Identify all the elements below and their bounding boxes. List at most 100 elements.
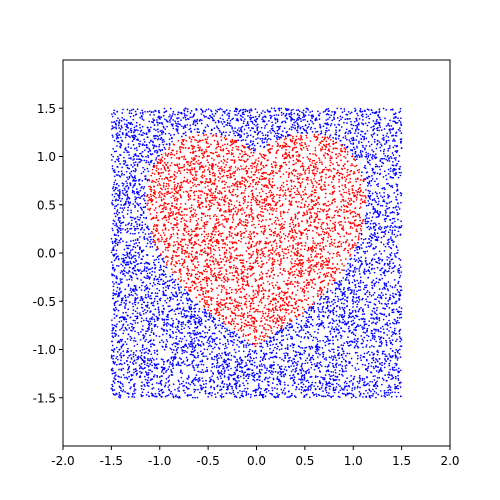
scatter-point-outside: [230, 125, 232, 127]
scatter-point-inside: [342, 195, 344, 198]
scatter-point-outside: [176, 130, 179, 133]
scatter-point-outside: [392, 134, 394, 137]
scatter-point-outside: [345, 370, 347, 372]
scatter-point-outside: [197, 388, 199, 391]
scatter-point-inside: [350, 164, 352, 167]
scatter-point-outside: [153, 300, 156, 303]
scatter-point-outside: [175, 349, 178, 352]
scatter-point-inside: [219, 177, 221, 180]
scatter-point-inside: [275, 140, 277, 143]
scatter-point-outside: [381, 288, 384, 290]
scatter-point-outside: [178, 364, 180, 367]
scatter-point-outside: [277, 345, 279, 348]
scatter-point-outside: [371, 334, 374, 337]
scatter-point-inside: [276, 317, 279, 320]
scatter-point-inside: [157, 171, 160, 174]
scatter-point-inside: [268, 259, 270, 261]
scatter-point-outside: [167, 287, 170, 290]
scatter-point-inside: [237, 278, 240, 281]
scatter-point-outside: [174, 279, 177, 281]
scatter-point-outside: [276, 134, 278, 137]
scatter-point-inside: [310, 164, 312, 167]
scatter-point-inside: [245, 160, 247, 163]
scatter-point-outside: [119, 231, 122, 234]
scatter-point-outside: [111, 249, 114, 251]
scatter-point-outside: [345, 270, 348, 272]
scatter-point-outside: [357, 122, 360, 125]
scatter-point-inside: [228, 247, 231, 249]
scatter-point-outside: [156, 318, 159, 320]
scatter-point-outside: [351, 389, 354, 392]
scatter-point-outside: [337, 298, 340, 300]
scatter-point-outside: [319, 132, 322, 135]
scatter-point-inside: [293, 226, 295, 228]
scatter-point-inside: [184, 147, 187, 149]
scatter-point-outside: [398, 276, 401, 279]
scatter-point-inside: [301, 162, 304, 165]
scatter-point-inside: [180, 195, 182, 198]
scatter-point-outside: [273, 387, 276, 389]
scatter-point-outside: [372, 365, 375, 368]
scatter-point-inside: [275, 202, 278, 204]
scatter-point-outside: [376, 232, 379, 235]
scatter-point-inside: [351, 163, 353, 165]
scatter-point-outside: [353, 148, 356, 151]
scatter-point-outside: [142, 312, 145, 315]
scatter-point-outside: [302, 383, 305, 386]
scatter-point-outside: [276, 347, 278, 350]
scatter-point-outside: [127, 347, 129, 350]
scatter-point-outside: [385, 178, 388, 181]
scatter-point-outside: [171, 351, 174, 354]
scatter-point-outside: [249, 343, 251, 346]
scatter-point-inside: [266, 195, 268, 198]
scatter-point-inside: [227, 322, 230, 324]
scatter-point-outside: [127, 200, 130, 203]
scatter-point-inside: [235, 300, 237, 303]
scatter-point-inside: [217, 314, 220, 317]
scatter-point-outside: [124, 341, 127, 343]
scatter-point-outside: [296, 118, 299, 120]
scatter-point-inside: [303, 248, 306, 251]
scatter-point-outside: [194, 389, 197, 391]
scatter-point-outside: [354, 271, 357, 273]
scatter-point-outside: [238, 340, 241, 343]
scatter-point-outside: [165, 323, 167, 325]
scatter-point-inside: [203, 169, 206, 171]
scatter-point-inside: [240, 159, 243, 161]
scatter-point-inside: [292, 180, 295, 183]
scatter-point-outside: [230, 354, 233, 357]
scatter-point-outside: [354, 351, 357, 354]
scatter-point-inside: [324, 185, 326, 188]
scatter-point-inside: [307, 303, 310, 306]
scatter-point-inside: [212, 273, 215, 276]
scatter-point-outside: [146, 136, 149, 138]
scatter-point-inside: [233, 257, 236, 259]
scatter-point-outside: [399, 356, 402, 359]
scatter-point-outside: [117, 157, 120, 160]
scatter-point-outside: [370, 332, 373, 335]
scatter-point-outside: [305, 394, 307, 396]
scatter-point-inside: [205, 277, 208, 280]
scatter-point-outside: [368, 228, 371, 231]
scatter-point-outside: [229, 119, 232, 122]
scatter-point-inside: [295, 162, 297, 164]
scatter-point-inside: [199, 203, 201, 206]
scatter-point-outside: [135, 121, 138, 124]
scatter-point-outside: [218, 319, 221, 322]
scatter-point-inside: [308, 217, 311, 220]
scatter-point-inside: [236, 257, 238, 260]
scatter-point-outside: [112, 350, 115, 353]
scatter-point-inside: [203, 235, 206, 238]
scatter-point-outside: [384, 188, 386, 191]
scatter-point-inside: [242, 315, 244, 318]
scatter-point-inside: [287, 248, 290, 251]
scatter-point-inside: [228, 251, 231, 254]
scatter-point-inside: [215, 241, 218, 244]
scatter-point-inside: [228, 152, 230, 155]
scatter-point-inside: [248, 237, 251, 240]
scatter-point-outside: [255, 352, 258, 355]
scatter-point-inside: [196, 252, 199, 254]
scatter-point-outside: [386, 256, 388, 258]
scatter-point-outside: [395, 168, 397, 171]
scatter-point-inside: [183, 219, 186, 221]
